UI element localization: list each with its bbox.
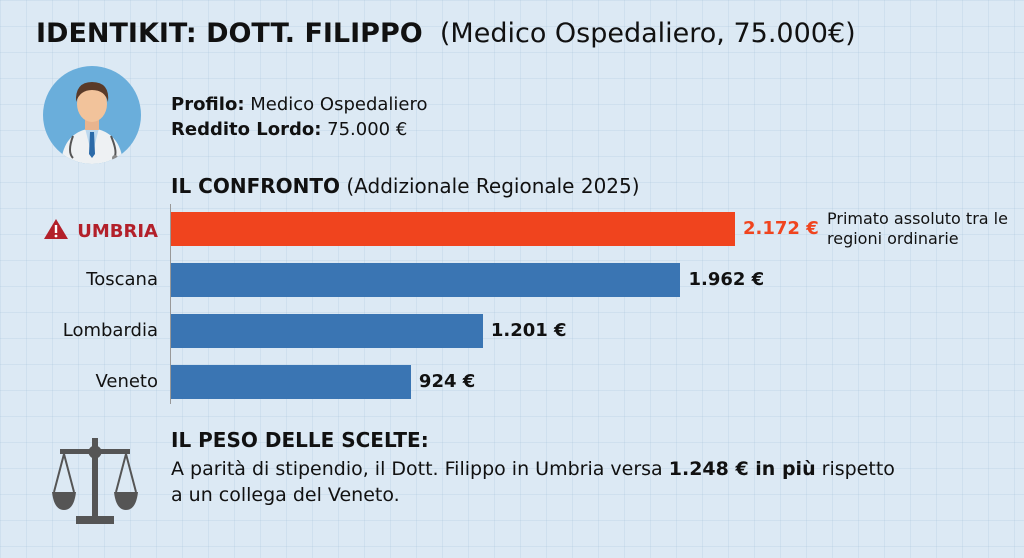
category-text: UMBRIA	[77, 221, 158, 242]
income-value: 75.000 €	[327, 119, 408, 140]
category-label: UMBRIA	[43, 218, 158, 242]
chart-title-bold: IL CONFRONTO	[171, 174, 341, 198]
profile-value: Medico Ospedaliero	[250, 94, 428, 115]
bar-umbria	[171, 212, 735, 246]
category-label: Lombardia	[63, 320, 158, 341]
category-text: Veneto	[95, 371, 158, 392]
page-title: IDENTIKIT: DOTT. FILIPPO (Medico Ospedal…	[36, 18, 856, 49]
peso-text-3: a un collega del Veneto.	[171, 484, 400, 506]
annotation: Primato assoluto tra le regioni ordinari…	[827, 209, 1008, 248]
value-label: 924 €	[418, 371, 476, 392]
value-label: 1.201 €	[490, 320, 567, 341]
chart-title-sub: (Addizionale Regionale 2025)	[346, 174, 640, 198]
title-subtitle: (Medico Ospedaliero, 75.000€)	[439, 18, 856, 49]
chart-title: IL CONFRONTO (Addizionale Regionale 2025…	[171, 174, 640, 198]
value-label: 1.962 €	[688, 269, 765, 290]
profile-info: Profilo: Medico Ospedaliero Reddito Lord…	[171, 92, 428, 142]
peso-text: A parità di stipendio, il Dott. Filippo …	[171, 456, 895, 508]
peso-highlight: 1.248 € in più	[668, 458, 816, 480]
warning-icon	[44, 219, 69, 239]
category-label: Toscana	[86, 269, 158, 290]
doctor-avatar-icon	[43, 66, 141, 164]
bar-toscana	[171, 263, 681, 297]
peso-text-2: rispetto	[815, 458, 895, 480]
title-bold: IDENTIKIT: DOTT. FILIPPO	[36, 18, 423, 49]
bar-lombardia	[171, 314, 483, 348]
value-label: 2.172 €	[743, 218, 819, 239]
axis-line	[170, 204, 171, 404]
peso-title: IL PESO DELLE SCELTE:	[171, 428, 429, 452]
category-label: Veneto	[95, 371, 158, 392]
profile-label: Profilo:	[171, 94, 245, 115]
category-text: Lombardia	[62, 320, 158, 341]
scales-icon	[50, 432, 140, 531]
category-text: Toscana	[86, 269, 158, 290]
peso-text-1: A parità di stipendio, il Dott. Filippo …	[171, 458, 669, 480]
income-label: Reddito Lordo:	[171, 119, 322, 140]
bar-veneto	[171, 365, 411, 399]
